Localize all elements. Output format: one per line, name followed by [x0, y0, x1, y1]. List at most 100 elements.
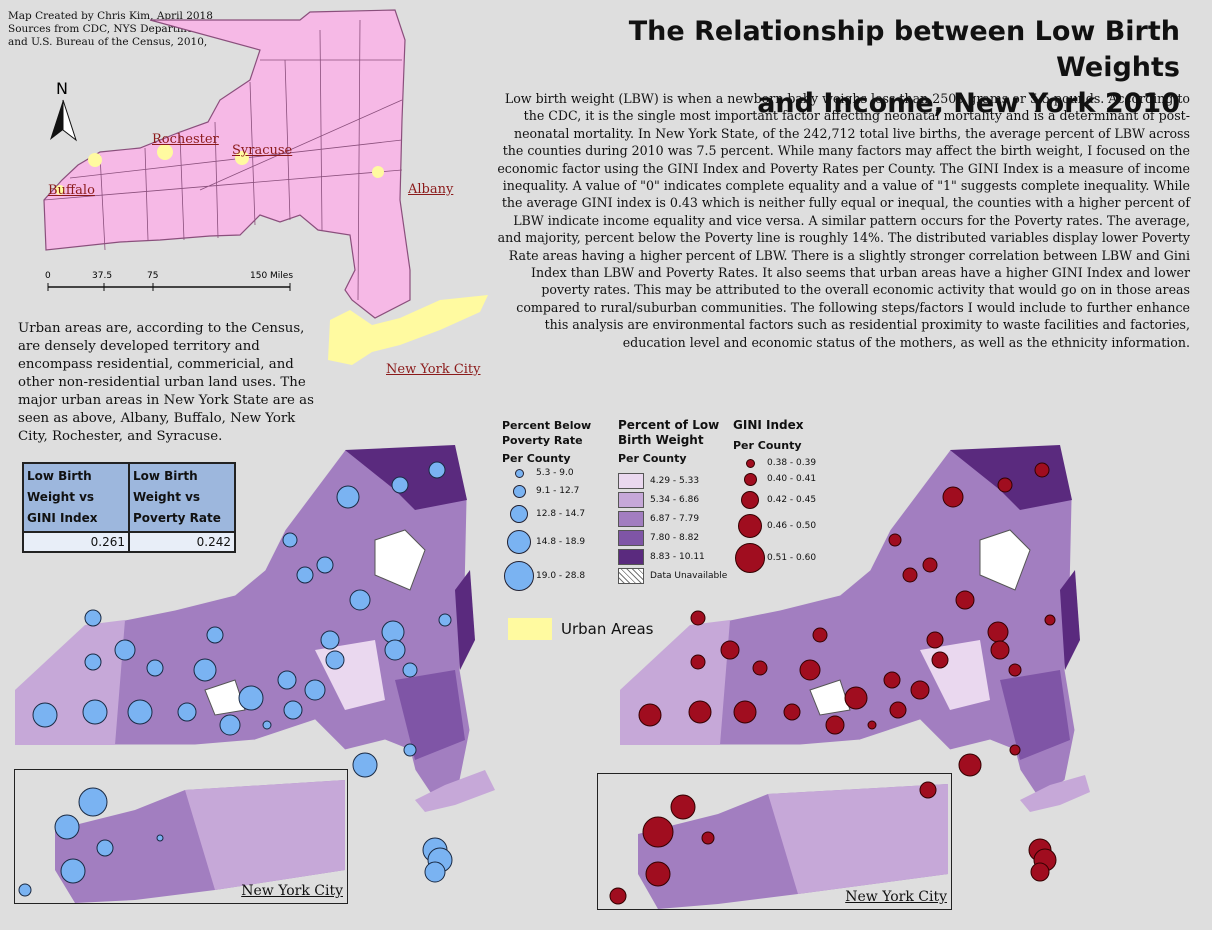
county-symbol: [997, 477, 1013, 493]
gini-symbol: [741, 490, 759, 509]
legend-lbw: Percent of Low Birth Weight Per County 4…: [618, 418, 728, 585]
legend-subtitle: Per County: [502, 452, 571, 465]
county-symbol: [919, 781, 937, 799]
legend-row: 14.8 - 18.9: [502, 526, 592, 557]
county-symbol: [902, 567, 918, 583]
county-symbol: [1009, 744, 1021, 756]
county-symbol: [701, 831, 715, 845]
poverty-symbol: [504, 560, 534, 591]
data-unavailable-county: [204, 679, 246, 716]
table-header: Low Birth Weight vs GINI Index: [22, 462, 130, 533]
hatch-swatch: [618, 567, 644, 584]
county-symbol: [926, 631, 944, 649]
county-region: [1000, 670, 1070, 760]
legend-row: 0.46 - 0.50: [733, 511, 816, 540]
legend-label: Data Unavailable: [650, 570, 728, 581]
inset-nyc-gini: New York City: [597, 773, 952, 910]
county-symbol: [1008, 663, 1022, 677]
legend-row: 8.83 - 10.11: [618, 547, 728, 566]
city-label-rochester: Rochester: [152, 132, 219, 147]
inset-label: New York City: [241, 883, 343, 899]
legend-label: 0.46 - 0.50: [767, 520, 817, 531]
legend-row: 0.42 - 0.45: [733, 488, 816, 511]
long-island: [415, 770, 495, 812]
county-symbol: [638, 703, 662, 727]
table-cell: 0.242: [128, 531, 236, 553]
legend-subtitle: Per County: [618, 452, 687, 465]
legend-title: Percent Below Poverty Rate: [502, 419, 592, 447]
inset-county: [768, 784, 948, 894]
lbw-swatch: [618, 472, 644, 489]
legend-label: 8.83 - 10.11: [650, 551, 705, 562]
map-lbw-gini: [620, 444, 1090, 882]
gini-symbol: [743, 472, 757, 486]
legend-label: 12.8 - 14.7: [536, 508, 586, 519]
data-unavailable-county: [809, 679, 851, 716]
legend-label: 0.51 - 0.60: [767, 552, 817, 563]
lbw-swatch: [618, 548, 644, 565]
lbw-swatch: [618, 529, 644, 546]
legend-label: 0.38 - 0.39: [767, 458, 817, 468]
county-symbol: [931, 651, 949, 669]
legend-row: 19.0 - 28.8: [502, 557, 592, 594]
poverty-symbol: [514, 468, 524, 478]
inset-map: [609, 781, 948, 909]
county-symbol: [844, 686, 868, 710]
county-symbol: [690, 610, 706, 626]
scale-bar: 0 37.5 75 150 Miles: [45, 271, 293, 291]
county-symbol: [18, 883, 32, 897]
gini-symbol: [738, 513, 762, 538]
legend-row: 12.8 - 14.7: [502, 501, 592, 526]
legend-row-unavailable: Data Unavailable: [618, 566, 728, 585]
county-symbol: [304, 679, 326, 701]
legend-row: 4.29 - 5.33: [618, 471, 728, 490]
table-cell: 0.261: [22, 531, 130, 553]
county-symbol: [642, 816, 674, 848]
county-symbol: [320, 630, 340, 650]
legend-label: 0.42 - 0.45: [767, 494, 817, 505]
inset-label: New York City: [845, 889, 947, 905]
inset-county: [185, 780, 345, 890]
legend-label: 14.8 - 18.9: [536, 536, 586, 547]
county-symbol: [32, 702, 58, 728]
legend-title: Percent of Low Birth Weight: [618, 418, 720, 447]
poverty-symbol: [510, 504, 528, 523]
county-symbol: [283, 700, 303, 720]
legend-poverty: Percent Below Poverty Rate Per County 5.…: [502, 418, 592, 594]
description-text: Low birth weight (LBW) is when a newborn…: [497, 91, 1190, 350]
county-symbol: [752, 660, 768, 676]
legend-row: 0.51 - 0.60: [733, 540, 816, 575]
county-symbol: [424, 861, 446, 883]
legend-label: 5.3 - 9.0: [536, 468, 574, 478]
legend-subtitle: Per County: [733, 439, 802, 452]
gini-symbol: [745, 458, 755, 468]
county-symbol: [156, 834, 164, 842]
county-symbol: [60, 858, 86, 884]
county-symbol: [690, 654, 706, 670]
poverty-symbol: [512, 484, 526, 498]
county-region: [395, 670, 465, 760]
data-unavailable-county: [374, 529, 426, 591]
map-title: The Relationship between Low Birth Weigh…: [628, 16, 1180, 119]
county-symbol: [812, 627, 828, 643]
county-symbol: [336, 485, 360, 509]
county-symbol: [883, 671, 901, 689]
ny-state-shape: [43, 9, 411, 319]
county-symbol: [352, 752, 378, 778]
county-symbol: [384, 639, 406, 661]
legend-row: 7.80 - 8.82: [618, 528, 728, 547]
scale-tick: 0: [45, 271, 51, 281]
county-symbol: [402, 662, 418, 678]
correlation-table: Low Birth Weight vs GINI Index Low Birth…: [22, 462, 236, 553]
legend-row: 6.87 - 7.79: [618, 509, 728, 528]
county-symbol: [146, 659, 164, 677]
county-symbol: [262, 720, 272, 730]
legend-row: 9.1 - 12.7: [502, 481, 592, 501]
county-symbol: [114, 639, 136, 661]
north-label: N: [56, 79, 68, 98]
county-symbol: [177, 702, 197, 722]
county-symbol: [867, 720, 877, 730]
table-header: Low Birth Weight vs Poverty Rate: [128, 462, 236, 533]
county-symbol: [799, 659, 821, 681]
legend-row: 5.34 - 6.86: [618, 490, 728, 509]
